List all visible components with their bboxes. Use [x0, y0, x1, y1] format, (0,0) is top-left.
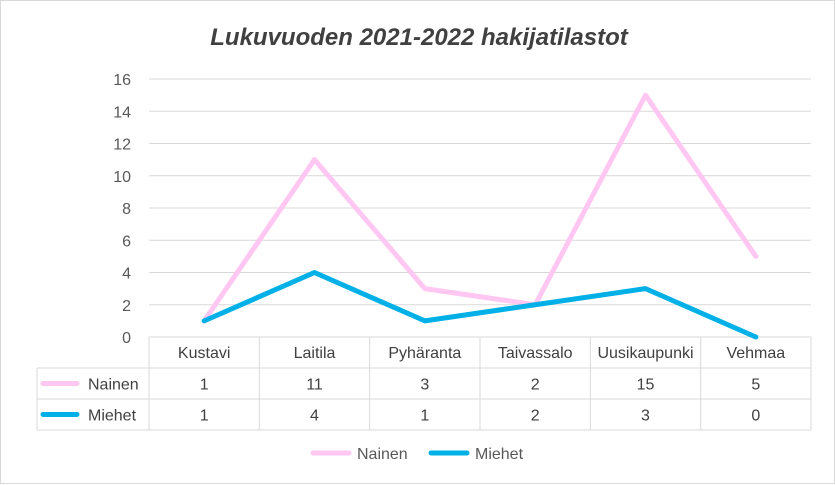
table-data-value: 3	[420, 377, 429, 394]
x-category-label: Pyhäranta	[388, 345, 461, 362]
x-category-label: Vehmaa	[726, 345, 785, 362]
y-tick-label: 6	[122, 233, 131, 250]
y-tick-label: 12	[113, 137, 131, 154]
table-data-value: 1	[200, 408, 209, 425]
y-tick-label: 0	[122, 330, 131, 347]
y-tick-label: 16	[113, 72, 131, 89]
table-data-value: 2	[531, 408, 540, 425]
table-data-value: 11	[306, 377, 323, 394]
table-data-value: 15	[637, 377, 655, 394]
legend: Nainen Miehet	[310, 446, 524, 463]
table-data-value: 1	[420, 408, 429, 425]
y-tick-label: 4	[122, 266, 131, 283]
table-data-value: 1	[200, 377, 209, 394]
series-lines	[201, 92, 759, 340]
x-category-label: Uusikaupunki	[597, 345, 693, 362]
legend-label: Miehet	[475, 446, 524, 463]
series-line	[201, 270, 759, 340]
series-line	[201, 92, 759, 324]
x-category-label: Laitila	[294, 345, 336, 362]
data-table: Kustavi Laitila Pyhäranta Taivassalo Uusikau…	[36, 336, 812, 431]
table-data-value: 4	[310, 408, 319, 425]
chart-title: Lukuvuoden 2021-2022 hakijatilastot	[210, 24, 628, 51]
table-data-value: 2	[531, 377, 540, 394]
y-axis-ticks: 0 2 4 6 8 10 12 14 16	[113, 72, 131, 347]
y-tick-label: 10	[113, 169, 131, 186]
table-series-label: Miehet	[88, 408, 137, 425]
y-tick-label: 2	[122, 298, 131, 315]
x-category-label: Kustavi	[178, 345, 230, 362]
table-data-value: 5	[751, 377, 760, 394]
y-tick-label: 8	[122, 201, 131, 218]
table-data-value: 0	[751, 408, 760, 425]
table-series-label: Nainen	[88, 377, 139, 394]
table-data-value: 3	[641, 408, 650, 425]
legend-label: Nainen	[357, 446, 408, 463]
x-category-label: Taivassalo	[498, 345, 573, 362]
y-tick-label: 14	[113, 104, 131, 121]
